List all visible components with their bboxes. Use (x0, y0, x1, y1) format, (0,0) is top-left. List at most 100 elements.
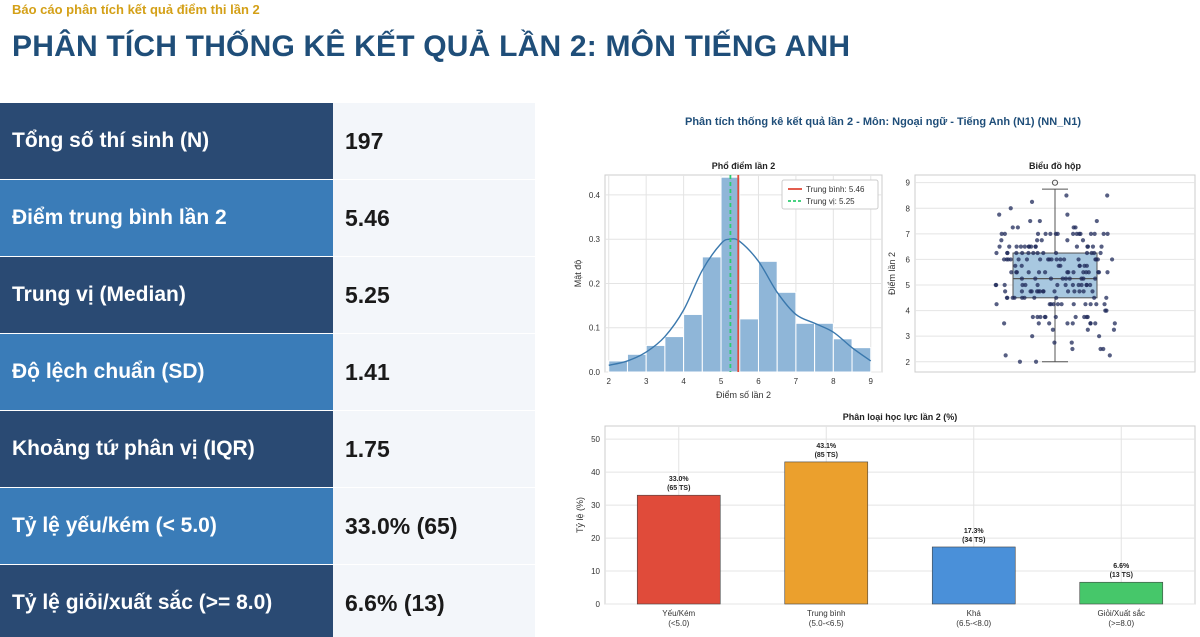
boxplot-data-point (1033, 276, 1038, 281)
boxplot-data-point (1026, 244, 1031, 249)
category-x-tick: Giỏi/Xuất sắc (1097, 609, 1145, 618)
category-y-tick: 20 (591, 534, 600, 543)
category-x-tick-range: (>=8.0) (1108, 619, 1134, 628)
histogram-x-tick: 5 (719, 377, 724, 386)
legend-median-label: Trung vị: 5.25 (806, 197, 855, 206)
boxplot-data-point (1039, 238, 1044, 243)
boxplot-data-point (1030, 334, 1035, 339)
boxplot-data-point (1036, 270, 1042, 275)
boxplot-data-point (1101, 231, 1106, 236)
boxplot-data-point (1088, 282, 1093, 288)
stat-label: Trung vị (Median) (0, 257, 333, 333)
boxplot-data-point (1065, 238, 1070, 243)
category-bar (784, 461, 869, 605)
boxplot-data-point (1078, 231, 1083, 236)
boxplot-data-point (1005, 295, 1010, 300)
category-chart-title: Phân loại học lực lần 2 (%) (843, 412, 958, 422)
histogram-bar (795, 322, 816, 373)
boxplot-data-point (1015, 225, 1020, 230)
boxplot-data-point (1031, 250, 1036, 256)
histogram-y-tick: 0.4 (589, 191, 601, 200)
boxplot-data-point (1026, 250, 1031, 256)
boxplot-data-point (1033, 359, 1039, 364)
boxplot-data-point (1094, 218, 1099, 224)
boxplot-data-point (1035, 250, 1040, 256)
boxplot-data-point (1028, 218, 1033, 224)
category-y-tick: 30 (591, 501, 600, 510)
stat-row-weak-rate: Tỷ lệ yếu/kém (< 5.0) 33.0% (65) (0, 488, 535, 564)
category-y-tick: 0 (596, 600, 601, 609)
boxplot-y-tick: 6 (906, 255, 911, 264)
boxplot-data-point (1043, 270, 1048, 275)
stat-row-median: Trung vị (Median) 5.25 (0, 257, 535, 333)
boxplot-data-point (1017, 359, 1023, 364)
stat-value: 33.0% (65) (333, 488, 535, 564)
boxplot-data-point (1038, 257, 1043, 262)
boxplot-data-point (1080, 238, 1086, 243)
histogram-x-label: Điểm số lần 2 (716, 390, 771, 400)
category-bar-count: (85 TS) (815, 452, 838, 459)
boxplot-data-point (1088, 231, 1094, 236)
boxplot-data-point (1073, 314, 1078, 320)
boxplot-data-point (1036, 289, 1041, 294)
boxplot-data-point (1029, 199, 1035, 204)
category-bar-value: 6.6% (1113, 563, 1130, 570)
boxplot-data-point (1065, 212, 1070, 217)
boxplot-data-point (1090, 244, 1096, 249)
category-bar-value: 17.3% (964, 528, 985, 535)
boxplot-data-point (1105, 231, 1110, 236)
boxplot-data-point (1041, 289, 1046, 294)
histogram-x-tick: 4 (681, 377, 686, 386)
boxplot-data-point (1074, 244, 1080, 249)
boxplot-data-point (1038, 314, 1043, 320)
histogram-x-tick: 6 (756, 377, 761, 386)
boxplot-data-point (1030, 314, 1035, 320)
boxplot-data-point (994, 250, 999, 256)
boxplot-data-point (1006, 257, 1011, 262)
histogram-title: Phổ điểm lần 2 (712, 161, 776, 171)
category-bar-count: (34 TS) (962, 537, 985, 544)
boxplot-y-tick: 3 (906, 332, 911, 341)
boxplot-data-point (1077, 289, 1082, 294)
boxplot-data-point (1112, 321, 1117, 326)
boxplot-data-point (1084, 282, 1089, 288)
stat-row-excellent-rate: Tỷ lệ giỏi/xuất sắc (>= 8.0) 6.6% (13) (0, 565, 535, 637)
boxplot-data-point (1069, 340, 1074, 345)
boxplot-data-point (1098, 346, 1103, 352)
boxplot-y-tick: 4 (906, 307, 911, 316)
histogram-x-tick: 3 (644, 377, 649, 386)
stat-value: 6.6% (13) (333, 565, 535, 637)
boxplot-data-point (1047, 321, 1052, 326)
boxplot-data-point (1022, 244, 1027, 249)
boxplot-data-point (1023, 282, 1028, 288)
boxplot-data-point (1037, 218, 1042, 224)
histogram-y-tick: 0.3 (589, 235, 601, 244)
boxplot-data-point (1010, 225, 1015, 230)
boxplot-data-point (1049, 257, 1054, 262)
boxplot-data-point (1098, 250, 1103, 256)
histogram-bar (608, 360, 628, 373)
boxplot-data-point (1008, 206, 1013, 211)
category-bar-value: 43.1% (816, 443, 837, 450)
boxplot-data-point (1002, 231, 1007, 236)
boxplot-data-point (1093, 276, 1098, 281)
histogram-y-label: Mật độ (573, 260, 583, 288)
boxplot-data-point (1042, 314, 1048, 320)
boxplot-data-point (1054, 257, 1059, 262)
boxplot-data-point (1093, 321, 1098, 326)
histogram-x-tick: 2 (607, 377, 612, 386)
category-x-tick-range: (<5.0) (668, 619, 689, 628)
boxplot-outlier (1051, 179, 1059, 186)
boxplot-data-point (1053, 314, 1058, 320)
boxplot-data-point (1096, 270, 1102, 275)
boxplot-data-point (1070, 346, 1075, 352)
stat-label: Điểm trung bình lần 2 (0, 180, 333, 256)
boxplot-data-point (1043, 231, 1048, 236)
boxplot-data-point (1005, 250, 1010, 256)
stat-label: Độ lệch chuẩn (SD) (0, 334, 333, 410)
histogram-legend (781, 179, 879, 210)
category-bar-count: (13 TS) (1110, 572, 1133, 579)
category-y-tick: 10 (591, 567, 600, 576)
boxplot-data-point (1019, 289, 1025, 294)
boxplot-data-point (1019, 263, 1024, 268)
